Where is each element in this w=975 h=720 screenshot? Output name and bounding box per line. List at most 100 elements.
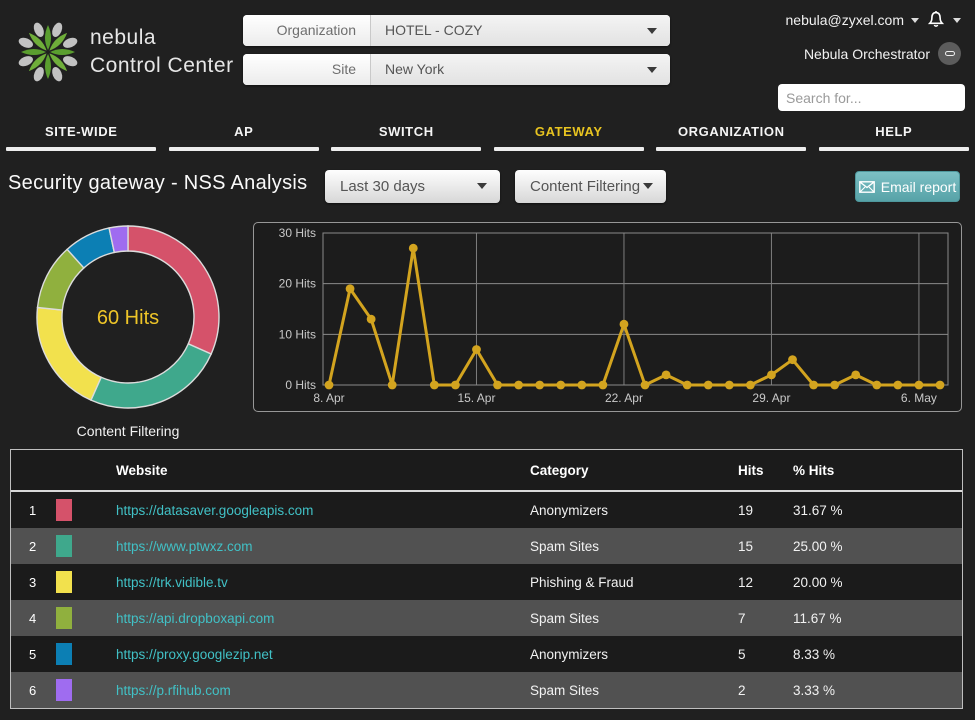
table-header-row: Website Category Hits % Hits xyxy=(11,450,962,492)
data-point-15-Apr[interactable] xyxy=(472,345,481,354)
donut-total-label: 60 Hits xyxy=(97,307,159,329)
plot-frame xyxy=(322,232,949,386)
orchestrator-icon[interactable] xyxy=(938,42,961,65)
data-point-2-May[interactable] xyxy=(830,380,840,390)
data-point-19-Apr[interactable] xyxy=(556,380,566,390)
hits-line-chart-panel: 0 Hits 10 Hits 20 Hits 30 Hits 8. Apr 15. Apr… xyxy=(253,222,962,412)
data-point-5-May[interactable] xyxy=(893,380,903,390)
table-row[interactable]: 5 https://proxy.googlezip.net Anonymizers 5… xyxy=(11,636,962,672)
donut-slice-0[interactable] xyxy=(127,225,220,355)
data-point-25-Apr[interactable] xyxy=(682,380,692,390)
row-rank: 1 xyxy=(29,502,37,518)
time-range-dropdown[interactable]: Last 30 days xyxy=(325,170,500,203)
hits-cell: 19 xyxy=(738,502,754,518)
report-type-dropdown[interactable]: Content Filtering xyxy=(515,170,666,203)
table-row[interactable]: 4 https://api.dropboxapi.com Spam Sites 7 11… xyxy=(11,600,962,636)
tab-site-wide[interactable]: SITE-WIDE xyxy=(0,118,163,151)
data-point-30-Apr[interactable] xyxy=(788,355,797,365)
email-report-button[interactable]: Email report xyxy=(855,171,960,202)
donut-slice-1[interactable] xyxy=(90,342,213,409)
data-point-14-Apr[interactable] xyxy=(451,380,460,390)
data-point-29-Apr[interactable] xyxy=(767,370,776,380)
account-menu[interactable]: nebula@zyxel.com xyxy=(785,10,961,30)
nebula-orchestrator-link[interactable]: Nebula Orchestrator xyxy=(804,42,961,65)
donut-slice-2[interactable] xyxy=(36,306,103,402)
data-point-28-Apr[interactable] xyxy=(745,380,755,390)
account-email: nebula@zyxel.com xyxy=(785,12,905,28)
website-link[interactable]: https://www.ptwxz.com xyxy=(116,538,253,554)
website-link[interactable]: https://datasaver.googleapis.com xyxy=(116,502,314,518)
x-tick-label: 15. Apr xyxy=(457,391,495,405)
site-selector-label: Site xyxy=(243,54,370,85)
row-rank: 5 xyxy=(29,646,37,662)
x-tick-label: 29. Apr xyxy=(752,391,790,405)
data-point-10-Apr[interactable] xyxy=(366,314,376,324)
hits-cell: 7 xyxy=(738,610,746,626)
row-rank: 3 xyxy=(29,574,37,590)
search-box[interactable] xyxy=(778,84,967,111)
data-point-20-Apr[interactable] xyxy=(577,380,587,390)
data-point-1-May[interactable] xyxy=(809,380,818,390)
tab-ap[interactable]: AP xyxy=(163,118,326,151)
y-tick-label: 10 Hits xyxy=(279,327,316,341)
table-row[interactable]: 1 https://datasaver.googleapis.com Anonymi… xyxy=(11,492,962,528)
organization-selector-value[interactable]: HOTEL - COZY xyxy=(370,15,670,46)
data-point-7-May[interactable] xyxy=(935,380,945,390)
tab-help[interactable]: HELP xyxy=(813,118,975,151)
color-swatch xyxy=(56,499,72,521)
color-swatch xyxy=(56,643,72,665)
website-link[interactable]: https://proxy.googlezip.net xyxy=(116,646,273,662)
table-row[interactable]: 6 https://p.rfihub.com Spam Sites 2 3.33 % xyxy=(11,672,962,708)
data-point-21-Apr[interactable] xyxy=(598,380,608,390)
column-header-category[interactable]: Category xyxy=(530,462,589,478)
organization-selector[interactable]: Organization HOTEL - COZY xyxy=(243,15,670,46)
data-point-16-Apr[interactable] xyxy=(493,380,502,390)
pct-hits-cell: 31.67 % xyxy=(793,502,843,518)
x-tick-label: 22. Apr xyxy=(605,391,643,405)
data-point-9-Apr[interactable] xyxy=(345,284,355,294)
table-body: 1 https://datasaver.googleapis.com Anonymi… xyxy=(11,492,962,708)
data-point-11-Apr[interactable] xyxy=(387,380,397,390)
website-link[interactable]: https://p.rfihub.com xyxy=(116,682,231,698)
y-tick-label: 20 Hits xyxy=(279,277,316,291)
site-selector[interactable]: Site New York xyxy=(243,54,670,85)
table-row[interactable]: 3 https://trk.vidible.tv Phishing & Fraud 1… xyxy=(11,564,962,600)
column-header-website[interactable]: Website xyxy=(116,462,168,478)
data-point-23-Apr[interactable] xyxy=(640,380,650,390)
hits-cell: 2 xyxy=(738,682,746,698)
data-point-24-Apr[interactable] xyxy=(661,370,671,380)
nebula-logo-icon[interactable] xyxy=(16,20,80,84)
website-link[interactable]: https://api.dropboxapi.com xyxy=(116,610,275,626)
data-point-6-May[interactable] xyxy=(914,380,924,390)
data-point-27-Apr[interactable] xyxy=(724,380,734,390)
hits-cell: 12 xyxy=(738,574,754,590)
organization-selector-label: Organization xyxy=(243,15,370,46)
data-point-4-May[interactable] xyxy=(872,380,882,390)
orchestrator-label: Nebula Orchestrator xyxy=(803,45,930,62)
data-point-18-Apr[interactable] xyxy=(535,380,545,390)
category-cell: Phishing & Fraud xyxy=(530,574,634,590)
tab-gateway[interactable]: GATEWAY xyxy=(488,118,651,151)
column-header-pct-hits[interactable]: % Hits xyxy=(793,462,835,478)
bell-icon[interactable] xyxy=(926,10,946,30)
data-point-8-Apr[interactable] xyxy=(324,380,334,390)
pct-hits-cell: 11.67 % xyxy=(793,610,842,626)
data-point-22-Apr[interactable] xyxy=(619,319,629,329)
donut-slice-5[interactable] xyxy=(108,225,129,254)
data-point-26-Apr[interactable] xyxy=(703,380,713,390)
data-point-13-Apr[interactable] xyxy=(429,380,439,390)
column-header-hits[interactable]: Hits xyxy=(738,462,764,478)
tab-organization[interactable]: ORGANIZATION xyxy=(650,118,813,151)
search-input[interactable] xyxy=(786,89,967,106)
color-swatch xyxy=(56,535,72,557)
site-selector-value[interactable]: New York xyxy=(370,54,670,85)
category-cell: Spam Sites xyxy=(530,682,600,698)
data-point-3-May[interactable] xyxy=(851,370,861,380)
hits-cell: 15 xyxy=(738,538,754,554)
website-link[interactable]: https://trk.vidible.tv xyxy=(116,574,228,590)
tab-switch[interactable]: SWITCH xyxy=(325,118,488,151)
top-websites-table: Website Category Hits % Hits 1 https://da… xyxy=(10,449,963,709)
data-point-17-Apr[interactable] xyxy=(514,380,524,390)
table-row[interactable]: 2 https://www.ptwxz.com Spam Sites 15 25.00 … xyxy=(11,528,962,564)
data-point-12-Apr[interactable] xyxy=(408,243,418,253)
